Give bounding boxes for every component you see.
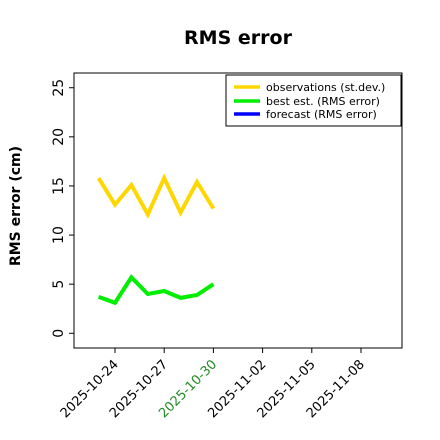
- y-tick-label: 20: [51, 128, 67, 146]
- legend-label-best-est: best est. (RMS error): [266, 95, 380, 108]
- series-line-1: [97, 274, 215, 306]
- series-layer: [96, 173, 216, 306]
- x-axis: 2025-10-242025-10-272025-10-302025-11-02…: [58, 348, 368, 421]
- legend: observations (st.dev.) best est. (RMS er…: [225, 74, 402, 127]
- y-tick-label: 0: [51, 329, 67, 338]
- y-tick-label: 25: [51, 79, 67, 97]
- y-axis-label: RMS error (cm): [8, 146, 24, 266]
- y-tick-label: 10: [51, 226, 67, 244]
- y-axis: 0 5 10 15 20 25: [51, 79, 74, 338]
- chart-title: RMS error: [184, 27, 293, 49]
- y-tick-label: 15: [51, 177, 67, 195]
- y-tick-label: 5: [51, 280, 67, 289]
- legend-label-observations: observations (st.dev.): [266, 81, 385, 94]
- series-line-0: [96, 173, 216, 219]
- legend-label-forecast: forecast (RMS error): [266, 108, 377, 121]
